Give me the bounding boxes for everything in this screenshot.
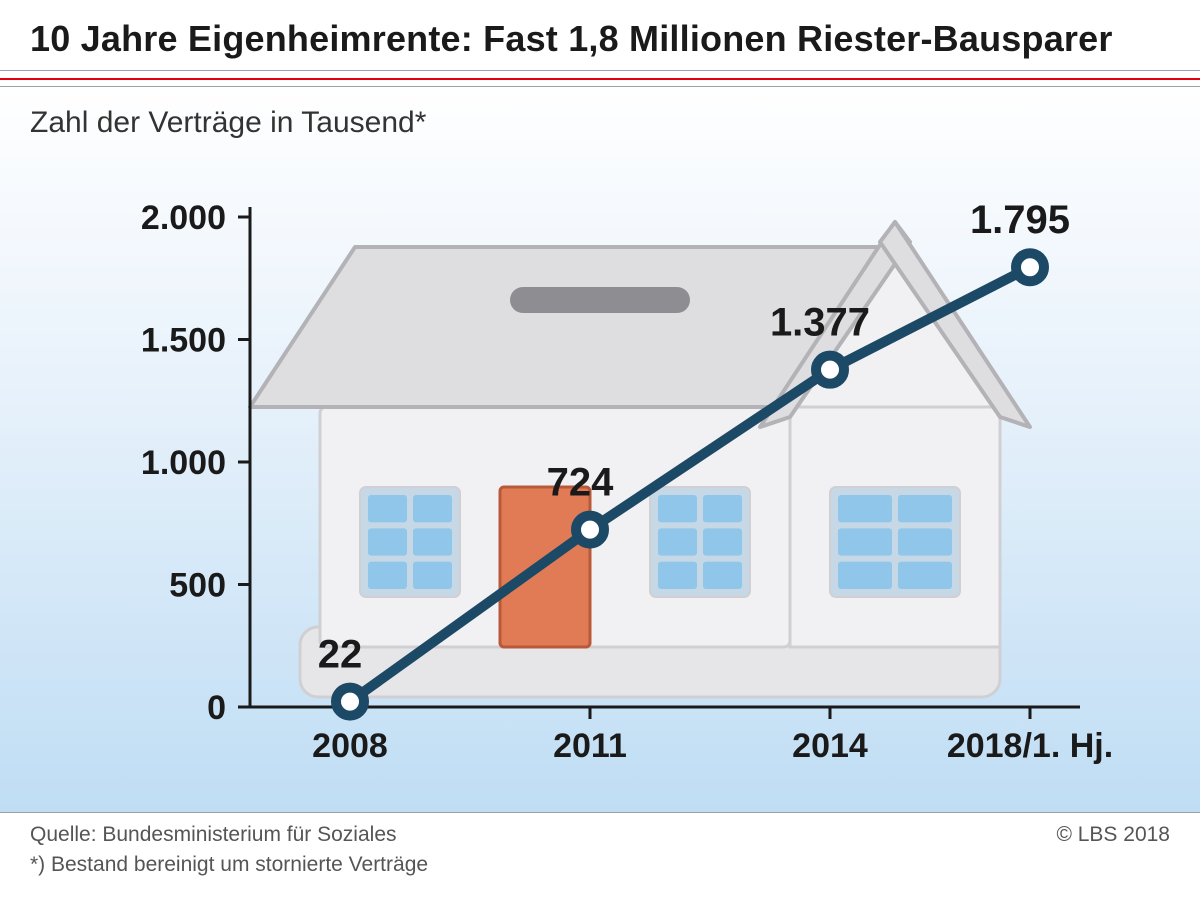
page-title: 10 Jahre Eigenheimrente: Fast 1,8 Millio… <box>30 18 1113 60</box>
data-point <box>576 516 604 544</box>
divider-top <box>0 70 1200 71</box>
footer: Quelle: Bundesministerium für Soziales *… <box>0 812 1200 902</box>
x-tick-label: 2008 <box>312 727 388 765</box>
line-chart: 0 500 1.000 1.500 2.000 2008 2011 2014 2018/1. H… <box>0 87 1200 812</box>
value-label: 1.377 <box>770 301 870 345</box>
footnote-text: *) Bestand bereinigt um stornierte Vertr… <box>30 853 428 877</box>
y-tick-label: 2.000 <box>141 199 226 237</box>
data-point <box>1016 253 1044 281</box>
house-icon <box>250 222 1030 697</box>
y-tick-label: 500 <box>169 567 226 605</box>
x-tick-label: 2014 <box>792 727 868 765</box>
divider-accent <box>0 78 1200 80</box>
value-label: 724 <box>547 461 614 505</box>
y-tick-label: 1.500 <box>141 322 226 360</box>
x-tick-label: 2018/1. Hj. <box>947 727 1113 765</box>
y-tick-label: 0 <box>207 689 226 727</box>
value-label: 22 <box>318 633 363 677</box>
x-tick-label: 2011 <box>553 727 627 765</box>
data-point <box>336 688 364 716</box>
value-label: 1.795 <box>970 198 1070 242</box>
source-text: Quelle: Bundesministerium für Soziales <box>30 823 397 847</box>
y-tick-label: 1.000 <box>141 444 226 482</box>
copyright-text: © LBS 2018 <box>1056 823 1170 847</box>
data-point <box>816 356 844 384</box>
